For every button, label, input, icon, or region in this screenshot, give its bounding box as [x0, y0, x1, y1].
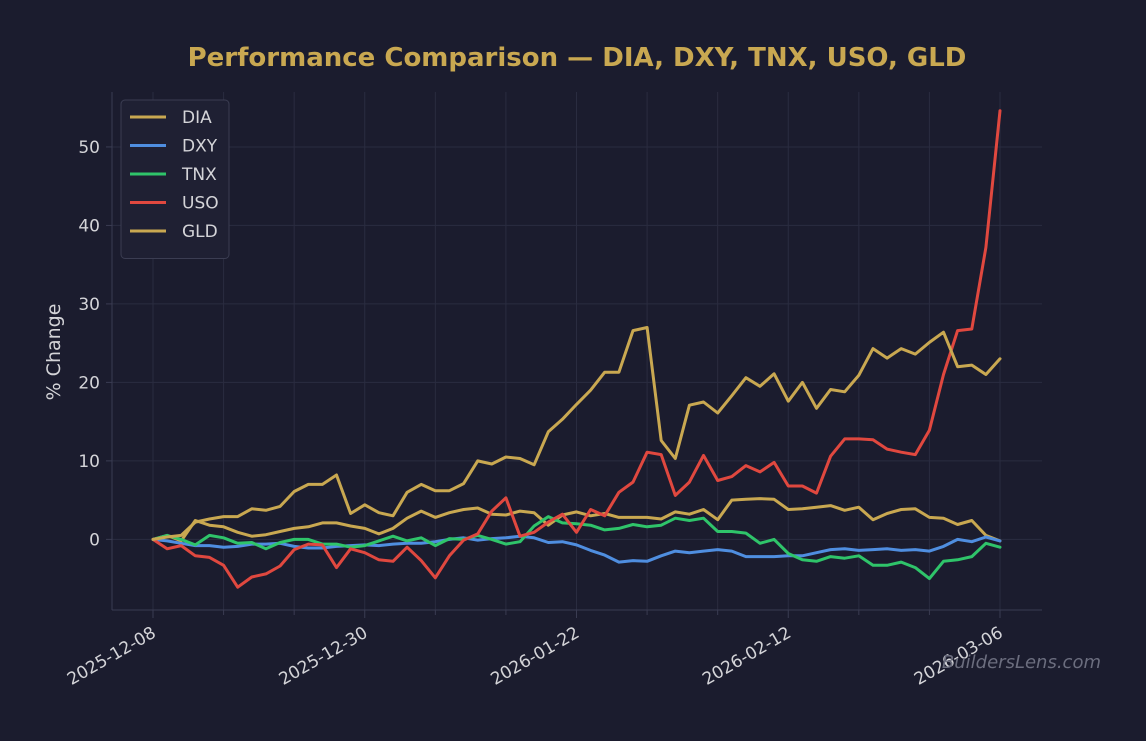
legend-box [120, 99, 230, 259]
legend-label-dia: DIA [182, 108, 212, 128]
series-line-uso [151, 109, 1002, 589]
y-tick-label: 30 [78, 295, 100, 315]
y-tick-label: 0 [89, 530, 100, 550]
legend-label-tnx: TNX [181, 165, 217, 185]
x-tick-label: 2025-12-30 [276, 623, 372, 690]
legend: DIA DXY TNX USO GLD [120, 99, 230, 259]
series-lines [151, 109, 1002, 589]
series-line-dxy [151, 534, 1002, 564]
y-tick-label: 50 [78, 138, 100, 158]
series-line-gld [151, 326, 1002, 541]
legend-label-dxy: DXY [182, 137, 218, 157]
y-axis-label: % Change [43, 304, 65, 401]
x-tick-label: 2026-02-12 [699, 623, 795, 690]
chart-title: Performance Comparison — DIA, DXY, TNX, … [188, 43, 967, 73]
series-line-dia [151, 497, 1002, 543]
y-tick-label: 10 [78, 452, 100, 472]
x-tick-label: 2026-01-22 [487, 623, 583, 690]
series-line-tnx [151, 515, 1002, 581]
legend-label-uso: USO [182, 194, 219, 214]
legend-label-gld: GLD [182, 222, 218, 242]
y-tick-label: 40 [78, 216, 100, 236]
watermark: BuildersLens.com [942, 652, 1101, 673]
y-tick-label: 20 [78, 373, 100, 393]
x-tick-label: 2025-12-08 [64, 623, 160, 690]
